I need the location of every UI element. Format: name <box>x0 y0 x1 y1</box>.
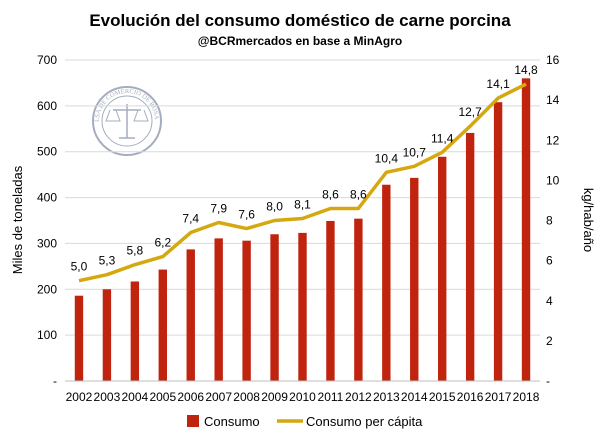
y2-tick-label: - <box>546 374 550 388</box>
x-tick-label: 2013 <box>373 390 400 404</box>
data-label: 8,1 <box>294 197 311 211</box>
x-tick-label: 2006 <box>177 390 204 404</box>
bar-consumo <box>493 102 503 381</box>
bar-consumo <box>102 289 112 381</box>
y-tick-label: 200 <box>37 282 57 296</box>
x-tick-label: 2017 <box>485 390 512 404</box>
bar-consumo <box>410 177 419 381</box>
data-label: 7,9 <box>210 202 227 216</box>
y-tick-label: 500 <box>37 145 57 159</box>
data-label: 12,7 <box>458 105 482 119</box>
x-tick-label: 2005 <box>149 390 176 404</box>
data-label: 5,3 <box>99 254 116 268</box>
y-tick-label: 300 <box>37 236 57 250</box>
legend-swatch-consumo <box>187 415 199 427</box>
y2-axis-label: kg/hab/año <box>581 188 596 252</box>
bar-consumo <box>158 269 167 381</box>
data-label: 14,8 <box>514 63 538 77</box>
legend: Consumo Consumo per cápita <box>187 414 423 429</box>
bar-consumo <box>242 240 251 381</box>
data-label: 8,6 <box>322 187 339 201</box>
data-label: 10,4 <box>375 151 399 165</box>
y-axis-label: Miles de toneladas <box>10 165 25 274</box>
chart-title: Evolución del consumo doméstico de carne… <box>89 11 511 30</box>
bar-consumo <box>270 234 279 381</box>
bar-consumo <box>214 238 223 381</box>
y-tick-label: 700 <box>37 53 57 67</box>
bar-consumo <box>74 295 84 381</box>
y2-tick-label: 16 <box>546 53 560 67</box>
legend-label-per-capita: Consumo per cápita <box>306 414 423 429</box>
x-tick-label: 2014 <box>401 390 428 404</box>
bar-consumo <box>326 220 335 381</box>
data-label: 5,0 <box>71 260 88 274</box>
data-label: 7,4 <box>182 212 199 226</box>
y-tick-label: 600 <box>37 99 57 113</box>
y2-tick-label: 12 <box>546 133 560 147</box>
data-label: 8,0 <box>266 200 283 214</box>
bar-consumo <box>186 249 195 381</box>
data-label: 10,7 <box>403 145 427 159</box>
x-tick-label: 2003 <box>94 390 121 404</box>
bar-consumo <box>298 232 307 381</box>
data-label: 6,2 <box>154 236 171 250</box>
x-tick-label: 2018 <box>513 390 540 404</box>
x-tick-label: 2012 <box>345 390 372 404</box>
y-tick-label: 400 <box>37 191 57 205</box>
x-tick-label: 2016 <box>457 390 484 404</box>
x-tick-label: 2008 <box>233 390 260 404</box>
bar-consumo <box>130 281 140 381</box>
legend-label-consumo: Consumo <box>204 414 260 429</box>
bar-consumo <box>354 218 363 381</box>
bar-consumo <box>438 156 447 381</box>
bar-consumo <box>521 78 531 381</box>
data-label: 14,1 <box>486 77 510 91</box>
x-tick-label: 2002 <box>66 390 93 404</box>
y2-tick-label: 6 <box>546 254 553 268</box>
x-tick-label: 2011 <box>318 390 344 404</box>
bar-consumo <box>465 132 475 381</box>
chart-subtitle: @BCRmercados en base a MinAgro <box>198 34 402 48</box>
y-tick-label: - <box>53 374 57 388</box>
line-consumo-per-capita <box>78 82 527 283</box>
y2-tick-label: 14 <box>546 93 560 107</box>
y2-tick-label: 4 <box>546 294 553 308</box>
y2-tick-label: 2 <box>546 334 553 348</box>
bar-consumo <box>382 184 391 381</box>
x-tick-label: 2007 <box>205 390 232 404</box>
data-label: 8,6 <box>350 187 367 201</box>
y2-tick-label: 8 <box>546 214 553 228</box>
x-tick-label: 2009 <box>261 390 288 404</box>
y2-tick-label: 10 <box>546 173 560 187</box>
y-tick-label: 100 <box>37 328 57 342</box>
data-label: 11,4 <box>431 131 454 145</box>
data-label: 5,8 <box>127 244 144 258</box>
x-tick-label: 2010 <box>289 390 316 404</box>
x-tick-label: 2015 <box>429 390 456 404</box>
x-tick-label: 2004 <box>122 390 149 404</box>
data-label: 7,6 <box>238 208 255 222</box>
